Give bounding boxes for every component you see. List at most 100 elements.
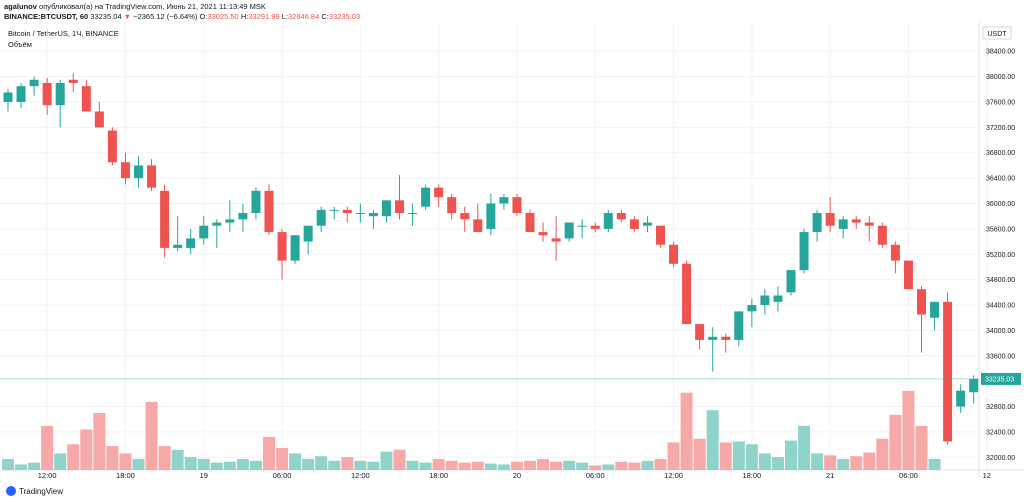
candle-body[interactable] [656,225,665,245]
candle-body[interactable] [721,336,731,340]
candle-body[interactable] [29,79,39,87]
candle-body[interactable] [825,213,835,226]
candle-body[interactable] [199,225,209,239]
candle-body[interactable] [42,82,52,106]
volume-bar [41,425,54,470]
candle-body[interactable] [342,209,352,214]
candle-body[interactable] [264,190,274,233]
y-tick-label: 38400.00 [986,49,1015,56]
candle-body[interactable] [734,311,744,340]
candle-body[interactable] [642,222,652,226]
candle-body[interactable] [499,197,509,204]
candle-body[interactable] [525,213,535,233]
volume-bar [367,461,380,470]
candle-body[interactable] [316,209,326,226]
candle-body[interactable] [773,295,783,302]
candle-body[interactable] [16,86,26,102]
candle-body[interactable] [329,209,339,211]
y-tick-label: 37600.00 [986,99,1015,106]
candle-body[interactable] [395,200,404,214]
candle-body[interactable] [3,92,13,102]
candle-body[interactable] [616,213,626,220]
candle-body[interactable] [277,232,287,261]
candle-body[interactable] [460,213,470,220]
close-label: C: [321,12,329,21]
candle-body[interactable] [590,225,600,229]
candle-body[interactable] [238,213,248,220]
candle-body[interactable] [851,219,861,223]
candle-body[interactable] [564,222,574,239]
volume-bar [654,458,667,470]
x-tick-label: 21 [826,471,834,480]
candle-body[interactable] [290,235,300,261]
candle-body[interactable] [538,232,548,236]
volume-bar [249,460,262,470]
candle-body[interactable] [94,111,104,128]
candle-body[interactable] [799,232,809,271]
candle-body[interactable] [107,130,117,163]
candle-body[interactable] [603,213,613,229]
candle-body[interactable] [486,203,496,229]
candle-body[interactable] [512,197,522,214]
candle-body[interactable] [186,238,196,248]
candle-body[interactable] [134,165,143,179]
candle-body[interactable] [408,213,418,215]
candle-body[interactable] [173,244,183,248]
candle-body[interactable] [864,222,874,226]
volume-bar [680,392,693,470]
candle-body[interactable] [812,213,822,233]
volume-bar [576,462,589,470]
candle-body[interactable] [708,336,718,340]
candle-body[interactable] [368,213,378,217]
candle-body[interactable] [577,225,587,227]
candle-body[interactable] [303,225,313,242]
candle-body[interactable] [551,238,561,242]
candle-body[interactable] [81,86,91,112]
candle-body[interactable] [120,162,130,179]
y-tick-label: 36800.00 [986,150,1015,157]
candle-body[interactable] [747,305,757,312]
tradingview-logo-icon [6,486,16,496]
candle-body[interactable] [251,190,261,214]
volume-bar [393,449,406,470]
candle-body[interactable] [695,324,705,340]
y-tick-label: 34800.00 [986,277,1015,284]
candle-body[interactable] [434,187,444,198]
candle-body[interactable] [877,225,887,245]
candle-body[interactable] [890,244,900,261]
candle-body[interactable] [381,200,391,217]
candle-body[interactable] [55,82,65,106]
candle-body[interactable] [838,219,848,229]
candle-body[interactable] [760,295,770,306]
volume-bar [67,444,80,470]
candle-body[interactable] [225,219,235,223]
candle-body[interactable] [682,263,692,325]
y-tick-label: 36400.00 [986,176,1015,183]
candle-body[interactable] [421,187,431,207]
volume-bar [706,410,719,470]
candle-body[interactable] [160,190,170,248]
volume-bar [380,451,393,470]
candle-body[interactable] [68,79,78,83]
candle-body[interactable] [212,222,222,226]
candle-body[interactable] [917,289,926,315]
candle-body[interactable] [447,197,457,214]
x-tick-label: 18:00 [742,471,761,480]
volume-bar [524,460,536,470]
candle-body[interactable] [930,301,940,318]
y-tick-label: 38000.00 [986,74,1015,81]
candle-body[interactable] [669,244,679,264]
volume-bar [732,441,745,470]
candle-body[interactable] [355,213,365,215]
candle-body[interactable] [629,219,639,229]
candle-body[interactable] [956,390,966,407]
candle-body[interactable] [786,270,796,293]
candle-body[interactable] [903,260,913,290]
volume-bar [445,460,458,470]
volume-bar [276,447,289,470]
candle-body[interactable] [473,219,483,233]
candle-body[interactable] [969,378,979,393]
candle-body[interactable] [943,301,953,442]
candle-body[interactable] [147,165,157,188]
